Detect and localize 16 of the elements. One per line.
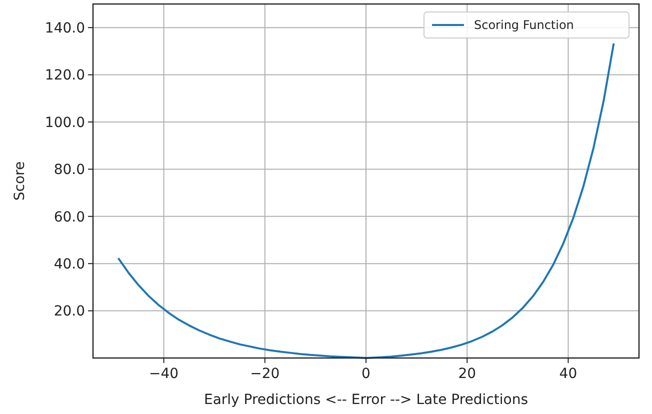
y-tick-label: 80.0	[54, 162, 85, 178]
y-tick-label: 40.0	[54, 256, 85, 272]
y-tick-label: 120.0	[44, 68, 85, 84]
line-series	[117, 42, 615, 359]
y-tick-label: 100.0	[44, 114, 85, 131]
y-tick-label: 60.0	[54, 209, 85, 226]
x-tick-label: 40	[559, 366, 578, 382]
y-tick-label: 140.0	[44, 20, 85, 36]
x-tick-label: 20	[458, 366, 476, 382]
y-axis-title: Score	[12, 161, 28, 201]
y-tick-label: 20.0	[54, 304, 85, 320]
x-tick-label: −20	[250, 366, 280, 382]
x-axis-title: Early Predictions <-- Error --> Late Predictions	[204, 392, 528, 408]
x-tick-label: 0	[362, 366, 370, 382]
x-tick-label: −40	[149, 366, 179, 382]
legend-label: Scoring Function	[474, 18, 574, 32]
